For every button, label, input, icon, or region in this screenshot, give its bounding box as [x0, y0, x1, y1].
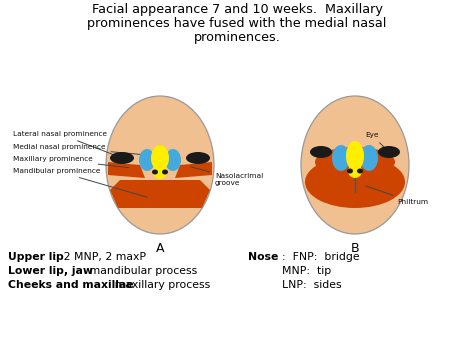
Text: :  FNP:  bridge: : FNP: bridge — [282, 252, 360, 262]
Ellipse shape — [162, 169, 168, 175]
Ellipse shape — [310, 146, 332, 158]
Ellipse shape — [378, 146, 400, 158]
Text: prominences.: prominences. — [193, 31, 281, 44]
Text: Nose: Nose — [248, 252, 278, 262]
Text: B: B — [351, 242, 359, 255]
Text: Eye: Eye — [365, 132, 387, 150]
Ellipse shape — [332, 145, 350, 171]
Text: Lower lip, jaw: Lower lip, jaw — [8, 266, 93, 276]
Ellipse shape — [186, 152, 210, 164]
Text: :  2 MNP, 2 maxP: : 2 MNP, 2 maxP — [54, 252, 146, 262]
Ellipse shape — [106, 96, 214, 234]
Text: :  mandibular process: : mandibular process — [79, 266, 197, 276]
Text: Mandibular prominence: Mandibular prominence — [13, 168, 147, 197]
Text: Upper lip: Upper lip — [8, 252, 64, 262]
Ellipse shape — [348, 164, 362, 178]
Text: LNP:  sides: LNP: sides — [282, 280, 342, 290]
Ellipse shape — [360, 145, 378, 171]
Text: :  maxillary process: : maxillary process — [104, 280, 210, 290]
Text: Cheeks and maxillae: Cheeks and maxillae — [8, 280, 134, 290]
Text: A: A — [156, 242, 164, 255]
Text: MNP:  tip: MNP: tip — [282, 266, 331, 276]
Text: Philtrum: Philtrum — [365, 186, 428, 205]
Ellipse shape — [301, 96, 409, 234]
Text: Lateral nasal prominence: Lateral nasal prominence — [13, 131, 119, 157]
Ellipse shape — [346, 141, 364, 171]
Text: Nasolacrimal
groove: Nasolacrimal groove — [191, 167, 263, 186]
Ellipse shape — [357, 169, 363, 174]
Ellipse shape — [152, 169, 158, 175]
Ellipse shape — [347, 169, 353, 174]
Ellipse shape — [139, 149, 155, 171]
Ellipse shape — [165, 149, 181, 171]
Text: Medial nasal prominence: Medial nasal prominence — [13, 144, 144, 155]
Ellipse shape — [110, 152, 134, 164]
Polygon shape — [110, 180, 210, 208]
Text: prominences have fused with the medial nasal: prominences have fused with the medial n… — [87, 17, 387, 30]
Ellipse shape — [151, 145, 169, 171]
Text: Maxillary prominence: Maxillary prominence — [13, 156, 129, 168]
Ellipse shape — [315, 147, 395, 177]
Text: Facial appearance 7 and 10 weeks.  Maxillary: Facial appearance 7 and 10 weeks. Maxill… — [91, 3, 383, 16]
Polygon shape — [175, 162, 212, 178]
Polygon shape — [108, 162, 145, 178]
Ellipse shape — [305, 156, 405, 208]
Ellipse shape — [153, 165, 167, 179]
